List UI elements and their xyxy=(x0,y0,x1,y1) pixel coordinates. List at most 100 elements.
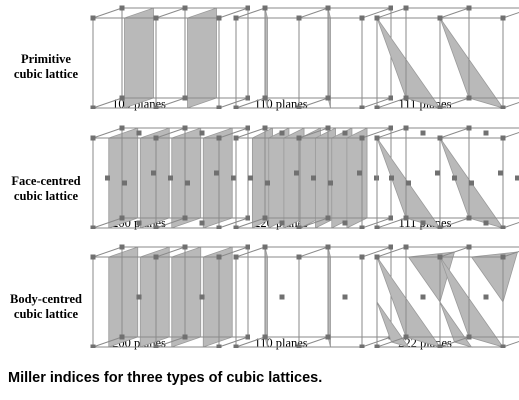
corner-atom xyxy=(182,215,188,221)
lattice-edge xyxy=(361,127,392,139)
corner-atom xyxy=(119,5,125,11)
face-atom xyxy=(199,130,205,136)
corner-atom xyxy=(437,15,443,21)
corner-atom xyxy=(245,125,250,131)
face-atom xyxy=(199,220,205,226)
face-atom xyxy=(214,170,219,176)
face-atom xyxy=(168,175,173,181)
corner-atom xyxy=(403,5,409,11)
lattice-plane xyxy=(139,127,170,229)
planes xyxy=(376,17,504,109)
face-atom xyxy=(452,175,457,181)
planes xyxy=(251,127,368,229)
corner-atom xyxy=(233,344,239,348)
corner-atom xyxy=(245,334,250,340)
corner-atom xyxy=(182,125,188,131)
corner-atom xyxy=(466,334,472,340)
edges xyxy=(92,7,249,109)
lattice-cell-bcc-222 xyxy=(374,244,519,348)
corner-atom xyxy=(119,244,125,250)
face-atom xyxy=(231,175,236,181)
lattice-cell-primitive-110 xyxy=(233,5,393,109)
lattice-cell-bcc-200 xyxy=(90,244,250,348)
face-atom xyxy=(279,220,285,226)
lattice-plane xyxy=(376,256,441,348)
lattice-edge xyxy=(298,217,329,229)
corner-atom xyxy=(500,225,506,229)
lattice-edge xyxy=(155,127,186,139)
corner-atom xyxy=(325,215,331,221)
corner-atom xyxy=(216,254,222,260)
lattice-edge xyxy=(235,336,266,348)
lattice-edge xyxy=(502,101,519,109)
corner-atom xyxy=(437,344,443,348)
lattice-plane xyxy=(171,127,202,229)
lattice-edge xyxy=(502,131,519,139)
lattice-cell-bcc-110 xyxy=(233,244,393,348)
corner-atom xyxy=(359,254,365,260)
corner-atom xyxy=(182,5,188,11)
lattice-edge xyxy=(218,97,249,109)
atoms xyxy=(90,5,250,109)
corner-atom xyxy=(374,254,380,260)
planes xyxy=(376,251,519,348)
corner-atom xyxy=(466,125,472,131)
face-atom xyxy=(406,180,411,186)
body-atom xyxy=(136,294,142,300)
row-label-body-centred-line2: cubic lattice xyxy=(13,307,79,321)
corner-atom xyxy=(262,334,268,340)
lattice-plane xyxy=(202,246,233,348)
corner-atom xyxy=(233,225,239,229)
row-label-face-centred-line1: Face-centred xyxy=(11,174,81,188)
lattice-edge xyxy=(92,127,123,139)
corner-atom xyxy=(296,105,302,109)
corner-atom xyxy=(388,95,393,101)
face-atom xyxy=(136,220,142,226)
corner-atom xyxy=(500,15,506,21)
lattice-cell-fcc-220 xyxy=(233,125,393,229)
lattice-plane xyxy=(470,251,519,303)
lattice-plane xyxy=(171,246,202,348)
corner-atom xyxy=(216,344,222,348)
corner-atom xyxy=(90,225,96,229)
row-label-primitive: Primitive cubic lattice xyxy=(0,52,92,82)
corner-atom xyxy=(182,244,188,250)
face-atom xyxy=(420,220,426,226)
lattice-edge xyxy=(502,221,519,229)
lattice-edge xyxy=(439,7,470,19)
lattice-edge xyxy=(439,97,470,109)
corner-atom xyxy=(233,15,239,21)
face-atom xyxy=(265,180,270,186)
corner-atom xyxy=(325,244,331,250)
corner-atom xyxy=(500,105,506,109)
lattice-cell-primitive-111 xyxy=(374,5,519,109)
lattice-plane xyxy=(202,127,233,229)
atoms xyxy=(374,244,506,348)
body-atom xyxy=(199,294,205,300)
face-atom xyxy=(357,170,362,176)
lattice-edge xyxy=(235,7,266,19)
lattice-edge xyxy=(155,336,186,348)
corner-atom xyxy=(403,244,409,250)
lattice-edge xyxy=(376,336,407,348)
corner-atom xyxy=(296,15,302,21)
face-atom xyxy=(248,175,253,181)
atoms xyxy=(374,5,506,109)
lattice-edge xyxy=(92,336,123,348)
lattice-plane xyxy=(376,301,410,348)
corner-atom xyxy=(296,135,302,141)
corner-atom xyxy=(403,95,409,101)
corner-atom xyxy=(374,225,380,229)
planes xyxy=(108,246,233,348)
lattice-edge xyxy=(218,246,249,258)
lattice-plane xyxy=(108,127,139,229)
face-atom xyxy=(105,175,110,181)
planes xyxy=(264,7,331,109)
lattice-edge xyxy=(376,246,407,258)
lattice-edge xyxy=(235,217,266,229)
lattice-edge xyxy=(439,336,470,348)
corner-atom xyxy=(466,95,472,101)
face-atom xyxy=(389,175,394,181)
corner-atom xyxy=(262,215,268,221)
